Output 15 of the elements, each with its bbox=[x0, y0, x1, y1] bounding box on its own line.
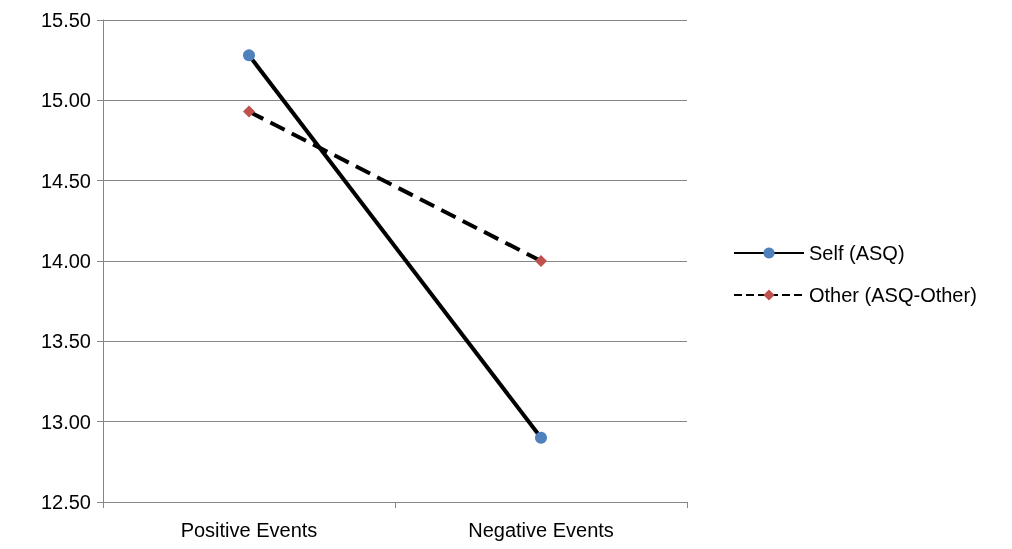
legend-label: Other (ASQ-Other) bbox=[809, 284, 977, 306]
x-tick-label: Positive Events bbox=[180, 519, 318, 541]
point bbox=[535, 255, 547, 267]
point bbox=[243, 105, 255, 118]
point bbox=[243, 49, 255, 62]
y-tick-label: 15.00 bbox=[40, 89, 91, 112]
x-tick-label: Negative Events bbox=[468, 519, 614, 541]
y-tick-label: 15.50 bbox=[40, 9, 91, 31]
legend-label: Self (ASQ) bbox=[809, 242, 905, 264]
y-tick-label: 13.00 bbox=[40, 410, 91, 433]
y-tick-label: 14.50 bbox=[40, 169, 91, 192]
y-tick-label: 13.50 bbox=[40, 330, 91, 353]
point bbox=[535, 431, 547, 444]
y-tick-label: 12.50 bbox=[40, 491, 91, 513]
y-tick-label: 14.00 bbox=[40, 250, 91, 272]
